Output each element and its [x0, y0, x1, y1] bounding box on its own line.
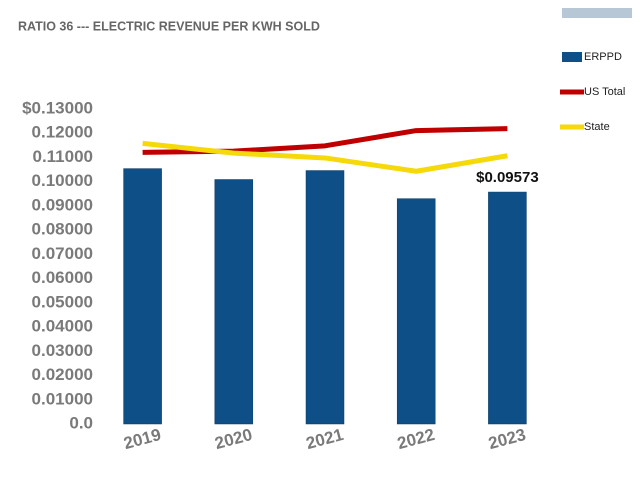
bar	[214, 179, 254, 425]
y-tick-label: 0.01000	[32, 389, 93, 408]
line	[142, 140, 508, 174]
legend-label: US Total	[584, 86, 625, 98]
y-tick-label: 0.0	[69, 413, 93, 432]
legend-label: State	[584, 121, 610, 133]
logo	[562, 8, 632, 18]
y-tick-label: 0.06000	[32, 268, 93, 287]
x-tick-label: 2019	[122, 425, 163, 453]
legend-swatch	[562, 52, 582, 62]
bar	[488, 191, 527, 425]
x-tick-label: 2020	[213, 425, 254, 453]
y-tick-label: 0.10000	[32, 171, 93, 190]
y-tick-label: $0.13000	[22, 98, 93, 117]
bar	[305, 170, 345, 425]
chart-title: RATIO 36 --- ELECTRIC REVENUE PER KWH SO…	[18, 19, 320, 33]
x-tick-label: 2023	[486, 425, 527, 453]
x-tick-label: 2021	[304, 425, 345, 453]
y-tick-label: 0.05000	[32, 292, 93, 311]
bar	[396, 198, 436, 425]
y-tick-label: 0.08000	[32, 220, 93, 239]
data-label: $0.09573	[476, 169, 539, 186]
y-tick-label: 0.03000	[32, 341, 93, 360]
y-tick-label: 0.07000	[32, 244, 93, 263]
y-tick-label: 0.09000	[32, 195, 93, 214]
legend-label: ERPPD	[584, 51, 622, 63]
y-tick-label: 0.12000	[32, 123, 93, 142]
x-tick-label: 2022	[395, 425, 436, 453]
bar	[123, 168, 162, 425]
y-tick-label: 0.11000	[32, 147, 93, 166]
y-tick-label: 0.04000	[32, 317, 93, 336]
y-tick-label: 0.02000	[32, 365, 93, 384]
